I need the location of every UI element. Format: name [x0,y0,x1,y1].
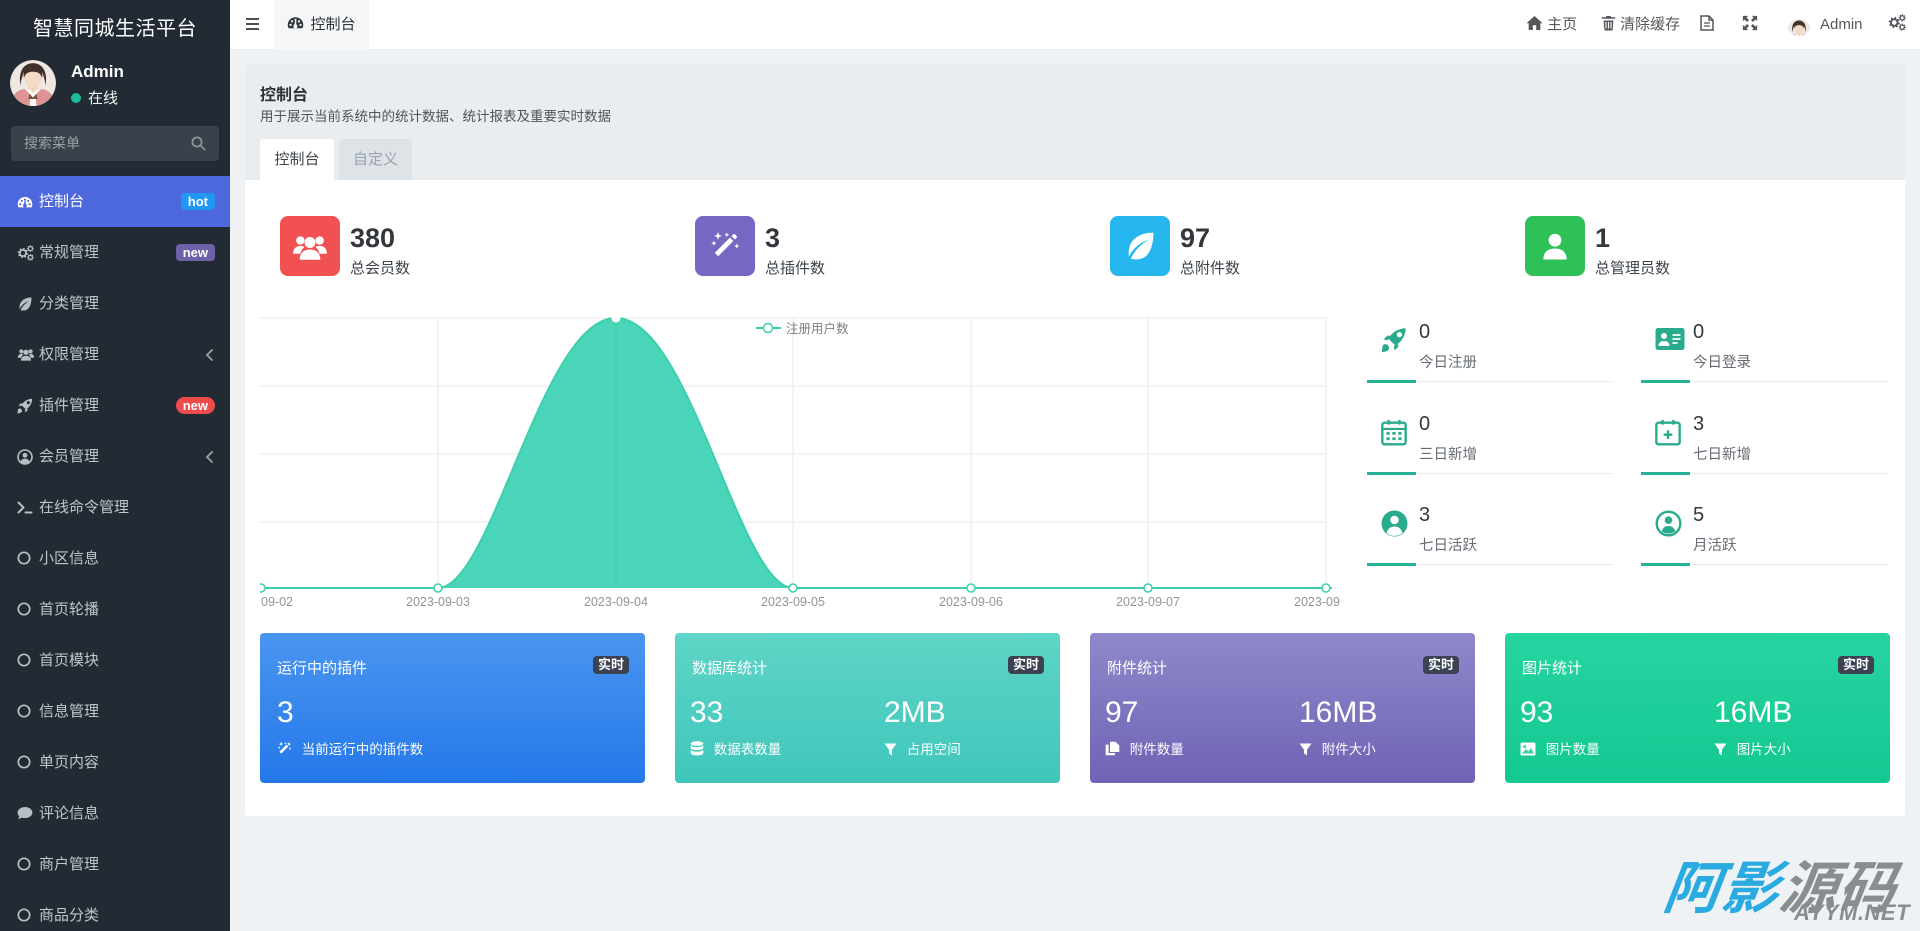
svg-text:2023-09-08: 2023-09-08 [1294,595,1340,609]
svg-text:2023-09-05: 2023-09-05 [761,595,825,609]
svg-text:注册用户数: 注册用户数 [786,321,849,336]
svg-text:2023-09-04: 2023-09-04 [584,595,648,609]
svg-text:2023-09-03: 2023-09-03 [406,595,470,609]
svg-text:2023-09-07: 2023-09-07 [1116,595,1180,609]
svg-text:09-02: 09-02 [261,595,293,609]
svg-text:2023-09-06: 2023-09-06 [939,595,1003,609]
